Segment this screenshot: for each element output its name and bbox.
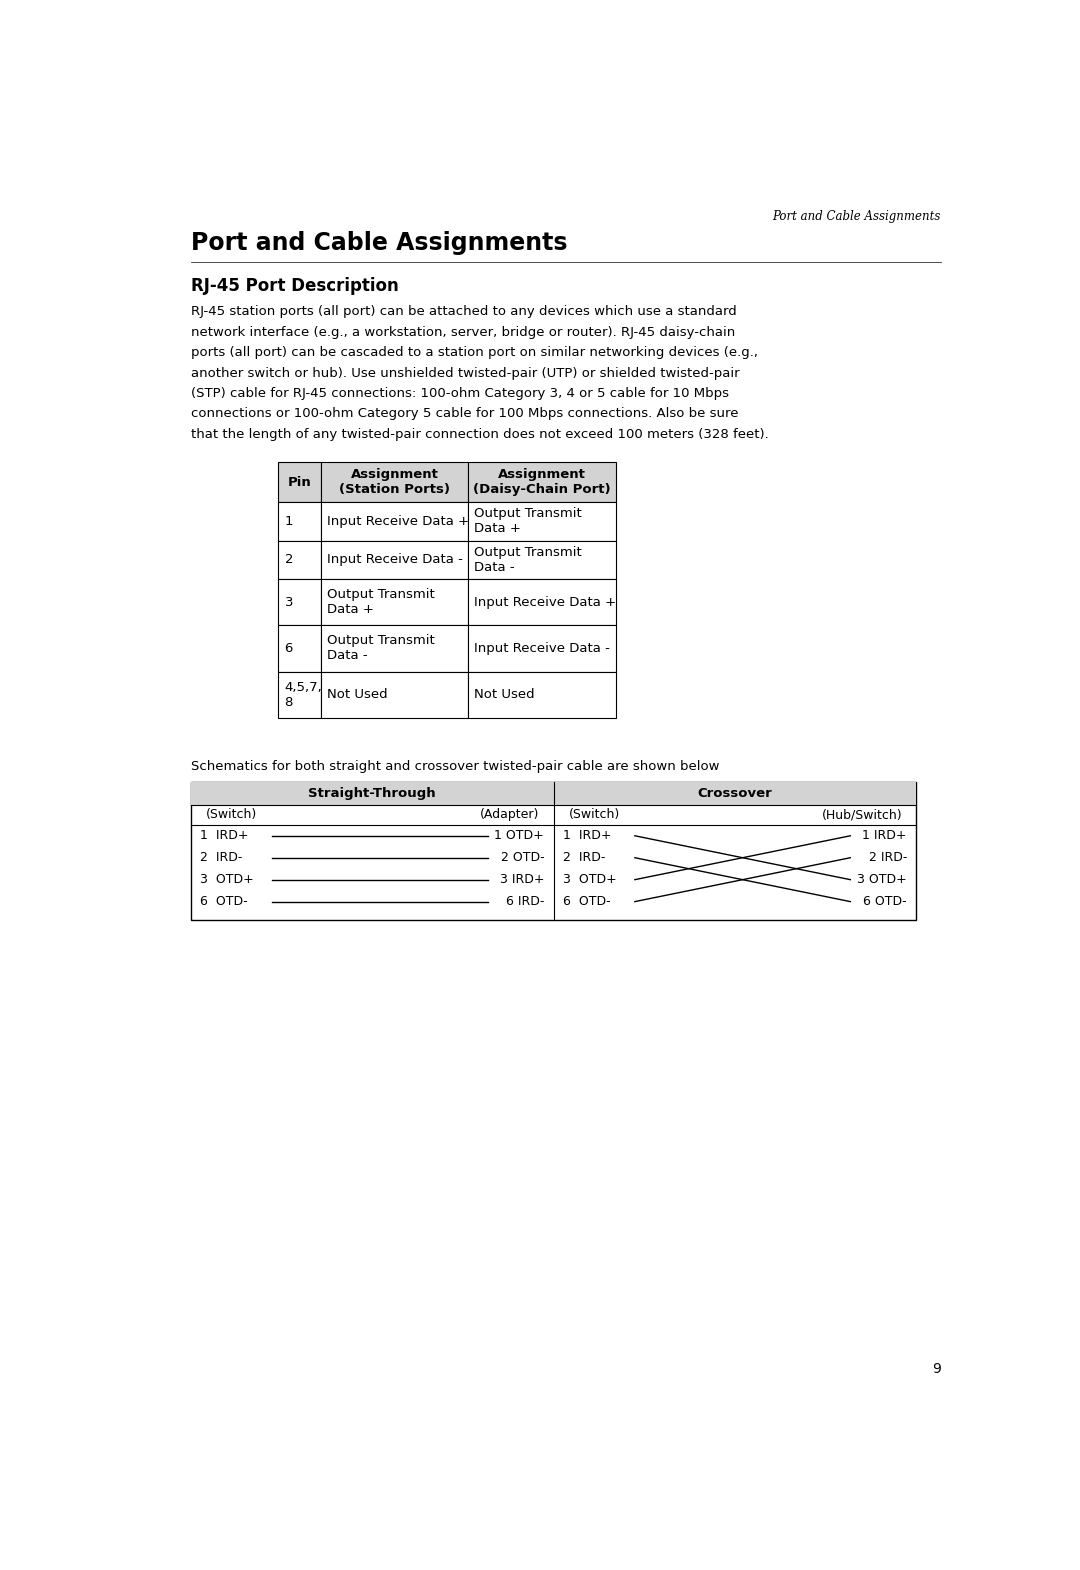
Text: (Switch): (Switch) [569,809,620,821]
Bar [321,579,469,625]
Text: 2  IRD-: 2 IRD- [200,851,243,864]
Text: 1: 1 [284,515,293,528]
Text: 2 IRD-: 2 IRD- [868,851,907,864]
Text: network interface (e.g., a workstation, server, bridge or router). RJ-45 daisy-c: network interface (e.g., a workstation, … [191,327,735,339]
Text: Crossover: Crossover [698,787,772,799]
Text: Output Transmit
Data -: Output Transmit Data - [474,546,582,575]
Bar [554,782,916,805]
Bar [279,540,321,579]
Bar [279,579,321,625]
Bar [321,462,469,502]
Bar [469,462,616,502]
Text: Output Transmit
Data +: Output Transmit Data + [474,507,582,535]
Text: Input Receive Data -: Input Receive Data - [474,642,610,655]
Bar [469,579,616,625]
Text: 1  IRD+: 1 IRD+ [563,829,611,842]
Bar [321,502,469,540]
Text: 2 OTD-: 2 OTD- [500,851,544,864]
Text: 4,5,7,
8: 4,5,7, 8 [284,681,322,708]
Bar [279,462,321,502]
Text: 1 IRD+: 1 IRD+ [863,829,907,842]
Bar [469,502,616,540]
Text: Pin: Pin [287,476,311,488]
Text: 6 OTD-: 6 OTD- [863,895,907,907]
Bar [321,540,469,579]
Text: 3 IRD+: 3 IRD+ [500,873,544,885]
Text: 6: 6 [284,642,293,655]
Text: another switch or hub). Use unshielded twisted-pair (UTP) or shielded twisted-pa: another switch or hub). Use unshielded t… [191,367,740,380]
Text: 3  OTD+: 3 OTD+ [200,873,254,885]
Text: Not Used: Not Used [474,688,535,702]
Text: 2: 2 [284,554,293,567]
Text: 1  IRD+: 1 IRD+ [200,829,248,842]
Text: Output Transmit
Data -: Output Transmit Data - [327,634,435,663]
Text: Output Transmit
Data +: Output Transmit Data + [327,589,435,617]
Text: 3  OTD+: 3 OTD+ [563,873,617,885]
Text: (Adapter): (Adapter) [481,809,540,821]
Text: (STP) cable for RJ-45 connections: 100-ohm Category 3, 4 or 5 cable for 10 Mbps: (STP) cable for RJ-45 connections: 100-o… [191,388,729,400]
Text: (Hub/Switch): (Hub/Switch) [822,809,902,821]
Text: that the length of any twisted-pair connection does not exceed 100 meters (328 f: that the length of any twisted-pair conn… [191,429,769,441]
Text: Input Receive Data +: Input Receive Data + [327,515,470,528]
Bar [321,625,469,672]
Text: ports (all port) can be cascaded to a station port on similar networking devices: ports (all port) can be cascaded to a st… [191,347,758,360]
Text: Port and Cable Assignments: Port and Cable Assignments [191,231,567,254]
Bar [191,782,916,920]
Text: Input Receive Data -: Input Receive Data - [327,554,463,567]
Text: RJ-45 Port Description: RJ-45 Port Description [191,276,399,295]
Text: 9: 9 [932,1361,941,1375]
Text: 3 OTD+: 3 OTD+ [858,873,907,885]
Bar [469,540,616,579]
Text: Schematics for both straight and crossover twisted-pair cable are shown below: Schematics for both straight and crossov… [191,760,719,772]
Text: Assignment
(Daisy-Chain Port): Assignment (Daisy-Chain Port) [473,468,610,496]
Text: 2  IRD-: 2 IRD- [563,851,605,864]
Bar [469,625,616,672]
Text: RJ-45 station ports (all port) can be attached to any devices which use a standa: RJ-45 station ports (all port) can be at… [191,306,737,319]
Text: 3: 3 [284,595,293,609]
Text: 6  OTD-: 6 OTD- [200,895,247,907]
Text: Port and Cable Assignments: Port and Cable Assignments [772,210,941,223]
Text: Not Used: Not Used [327,688,388,702]
Bar [191,782,554,805]
Bar [279,672,321,717]
Text: Input Receive Data +: Input Receive Data + [474,595,617,609]
Text: Assignment
(Station Ports): Assignment (Station Ports) [339,468,450,496]
Text: 6  OTD-: 6 OTD- [563,895,610,907]
Bar [279,625,321,672]
Bar [469,672,616,717]
Bar [279,502,321,540]
Text: Straight-Through: Straight-Through [308,787,436,799]
Bar [321,672,469,717]
Text: 6 IRD-: 6 IRD- [505,895,544,907]
Text: (Switch): (Switch) [206,809,257,821]
Text: connections or 100-ohm Category 5 cable for 100 Mbps connections. Also be sure: connections or 100-ohm Category 5 cable … [191,408,739,421]
Text: 1 OTD+: 1 OTD+ [495,829,544,842]
